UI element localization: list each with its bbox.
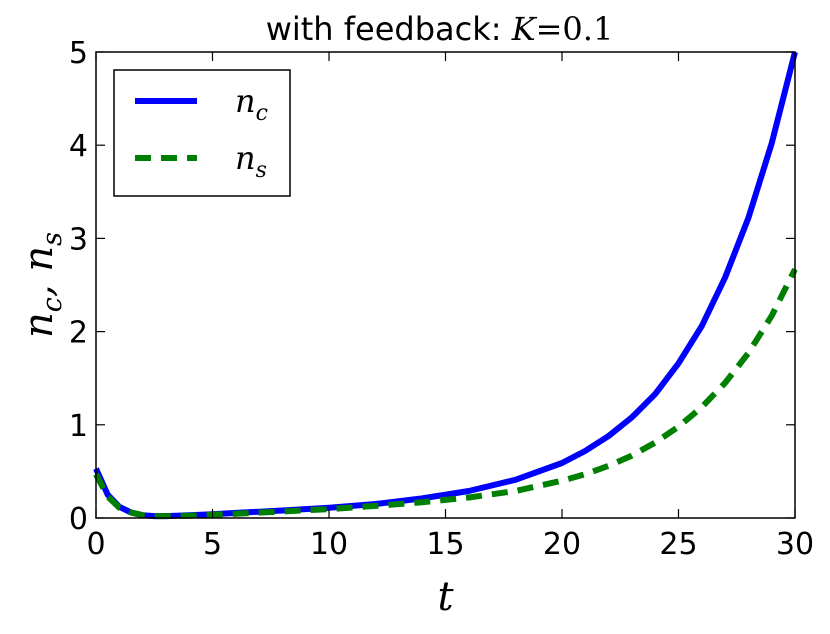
y-tick-label: 0 <box>69 502 88 537</box>
x-tick-label: 30 <box>776 527 814 562</box>
x-tick-label: 10 <box>310 527 348 562</box>
x-axis-label: t <box>437 574 454 620</box>
legend-box <box>113 69 291 197</box>
legend-label-ns: ns <box>235 139 267 183</box>
x-tick-label: 15 <box>426 527 464 562</box>
y-tick-label: 1 <box>69 409 88 444</box>
y-axis-label: nc, ns <box>16 232 68 338</box>
y-tick-label: 3 <box>69 222 88 257</box>
series-line-nc <box>93 51 798 520</box>
y-tick-label: 5 <box>69 36 88 71</box>
x-tick-label: 20 <box>543 527 581 562</box>
series-line-ns <box>93 267 798 520</box>
ticks-layer: 0 5 10 15 20 25 30 0 1 2 3 4 5 <box>69 36 814 562</box>
y-tick-label: 4 <box>69 129 88 164</box>
x-tick-label: 0 <box>86 527 105 562</box>
chart-title: with feedback: K=0.1 <box>266 10 614 48</box>
legend-label-nc: nc <box>235 82 268 126</box>
legend: nc ns <box>113 69 291 197</box>
y-tick-label: 2 <box>69 316 88 351</box>
x-tick-label: 25 <box>659 527 697 562</box>
series-layer <box>93 51 798 520</box>
x-tick-label: 5 <box>203 527 222 562</box>
